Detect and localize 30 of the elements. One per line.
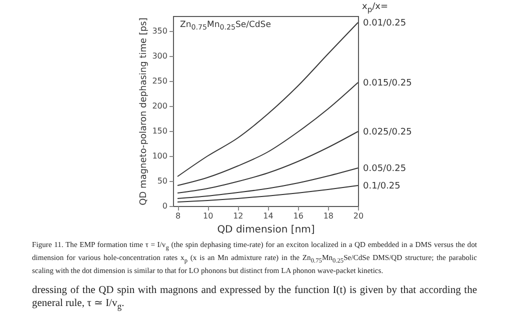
series-label: 0.025/0.25 [363,128,412,138]
x-tick-label: 18 [323,212,334,220]
y-tick-label: 250 [152,76,168,86]
x-tick-label: 14 [263,212,274,220]
text: dressing of the QD spin with magnons and expressed by the function I(t) is given by that according the general rule, τ ≃ I/v$_{g}$. [32,284,477,314]
legend-title: x$_{p}$/x= [362,2,388,14]
x-tick-label: 10 [203,212,214,220]
y-tick-label: 50 [157,176,168,186]
annotation: Zn$_{0.75}$Mn$_{0.25}$Se/CdSe [180,20,271,32]
y-tick-label: 300 [152,52,168,60]
line-series [177,185,358,202]
line-series [177,82,358,186]
series-label: 0.01/0.25 [363,18,406,28]
x-tick-label: 20 [353,212,364,220]
series-label: 0.015/0.25 [363,78,412,88]
x-tick-label: 8 [175,212,181,220]
x-tick-label: 12 [233,212,244,220]
x-tick-label: 16 [293,212,304,220]
line-series [177,168,358,199]
series-label: 0.05/0.25 [363,164,406,174]
y-tick-label: 350 [152,26,168,36]
y-tick-label: 100 [152,152,168,160]
series-label: 0.1/0.25 [363,182,400,192]
line-series [177,131,358,194]
x-axis-title: QD dimension [nm] [217,224,315,236]
y-axis-title: QD magneto-polaron dephasing time [ps] [139,18,150,206]
y-tick-label: 150 [152,126,168,136]
y-tick-label: 200 [152,102,168,110]
y-tick-label: 0 [162,202,168,210]
line-series [177,22,358,177]
